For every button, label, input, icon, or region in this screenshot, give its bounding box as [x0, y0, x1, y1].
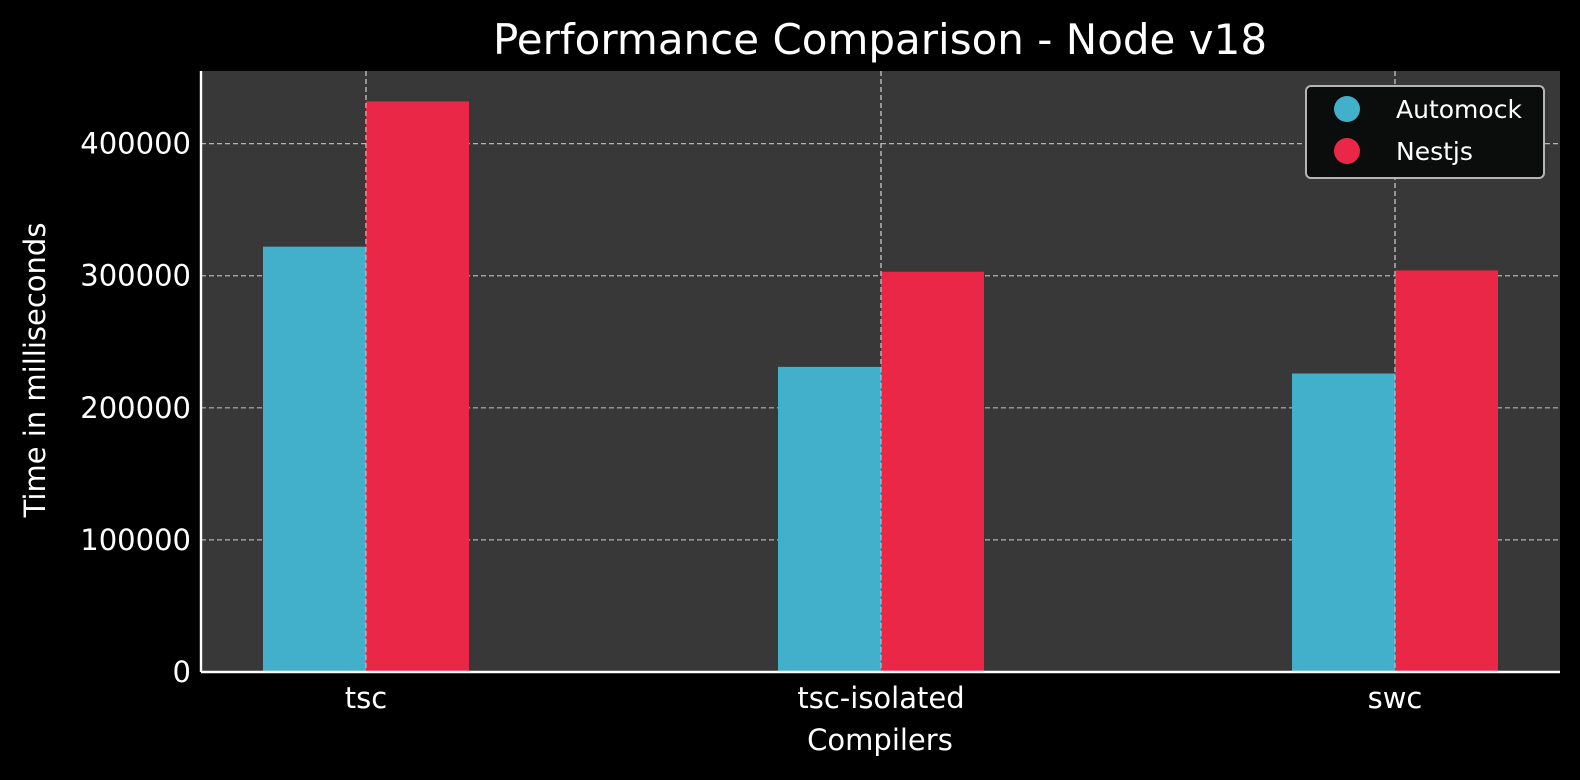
x-tick-label: tsc [345, 681, 387, 715]
y-tick-label: 400000 [80, 127, 191, 161]
x-axis-label: Compilers [807, 723, 953, 757]
bar-nestjs-swc [1395, 270, 1498, 672]
legend-box [1305, 85, 1545, 179]
legend-label-nestjs: Nestjs [1396, 137, 1473, 166]
legend-label-automock: Automock [1396, 95, 1522, 124]
bar-automock-tsc-isolated [778, 366, 881, 672]
y-tick-label: 200000 [80, 391, 191, 425]
bar-nestjs-tsc [366, 101, 469, 672]
bars [263, 71, 1498, 672]
y-tick-label: 100000 [80, 523, 191, 557]
x-tick-label: swc [1368, 681, 1423, 715]
x-tick-label: tsc-isolated [797, 681, 964, 715]
y-axis-label: Time in milliseconds [18, 223, 52, 519]
y-tick-labels: 0 100000 200000 300000 400000 [80, 127, 191, 689]
legend-marker-automock [1334, 96, 1360, 122]
bar-automock-tsc [263, 246, 366, 672]
bar-nestjs-tsc-isolated [881, 271, 984, 672]
chart-title: Performance Comparison - Node v18 [493, 15, 1267, 64]
bar-automock-swc [1292, 373, 1395, 672]
legend: Automock Nestjs [1305, 85, 1545, 179]
x-tick-labels: tsc tsc-isolated swc [345, 681, 1423, 715]
y-tick-label: 0 [173, 655, 191, 689]
legend-marker-nestjs [1334, 138, 1360, 164]
y-tick-label: 300000 [80, 259, 191, 293]
axes [199, 71, 1560, 674]
